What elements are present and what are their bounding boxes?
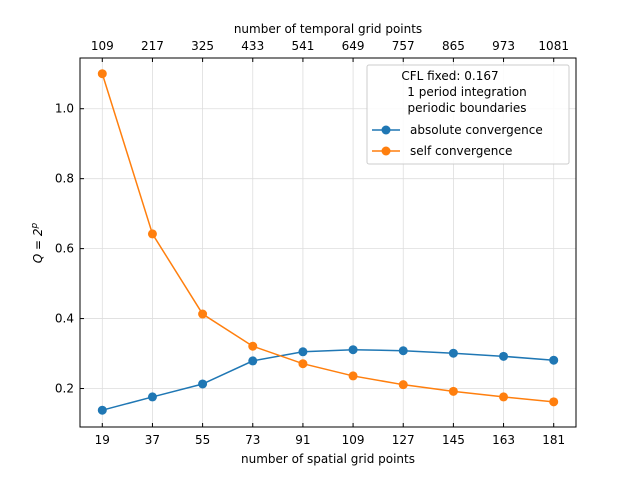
data-point-0 [549, 355, 559, 365]
y-axis-label-base: Q = 2 [31, 228, 45, 263]
legend-marker-absolute [381, 125, 391, 135]
x2-tick-label: 865 [442, 39, 465, 53]
x-tick-label: 145 [442, 433, 465, 447]
x-tick-label: 55 [195, 433, 210, 447]
x2-tick-label: 325 [191, 39, 214, 53]
data-point-0 [348, 345, 358, 355]
y-axis-label: Q = 2p [30, 222, 45, 263]
data-point-0 [298, 347, 308, 357]
data-point-0 [97, 405, 107, 415]
x2-tick-label: 757 [392, 39, 415, 53]
series-line-0 [102, 348, 554, 411]
plot-frame [79, 57, 577, 428]
legend-label-absolute: absolute convergence [410, 123, 543, 137]
legend-box [366, 64, 570, 165]
grid [80, 58, 576, 427]
data-point-1 [398, 380, 408, 390]
x-tick-label: 181 [542, 433, 565, 447]
x-tick-label: 91 [295, 433, 310, 447]
x2-tick-label: 109 [91, 39, 114, 53]
data-point-1 [549, 397, 559, 407]
data-point-1 [298, 359, 308, 369]
legend-marker-self [381, 146, 391, 156]
data-point-1 [499, 392, 509, 402]
data-point-0 [448, 348, 458, 358]
data-point-1 [198, 309, 208, 319]
y-tick-label: 0.8 [55, 172, 74, 186]
x-tick-label: 127 [392, 433, 415, 447]
x2-tick-label: 541 [291, 39, 314, 53]
y-tick-label: 0.4 [55, 312, 74, 326]
x2-tick-label: 433 [241, 39, 264, 53]
legend-title-line-3: periodic boundaries [407, 101, 526, 115]
data-point-0 [398, 346, 408, 356]
legend: CFL fixed: 0.167 1 period integration pe… [366, 64, 570, 165]
data-point-1 [448, 386, 458, 396]
data-point-0 [499, 351, 509, 361]
y-tick-label: 1.0 [55, 102, 74, 116]
top-axis-label: number of temporal grid points [234, 22, 422, 36]
data-point-1 [147, 229, 157, 239]
data-point-1 [348, 371, 358, 381]
data-point-0 [198, 379, 208, 389]
legend-title-line-2: 1 period integration [407, 85, 526, 99]
legend-label-self: self convergence [410, 144, 512, 158]
x2-tick-label: 1081 [538, 39, 569, 53]
x-tick-label: 163 [492, 433, 515, 447]
x-tick-label: 109 [342, 433, 365, 447]
data-point-0 [147, 392, 157, 402]
data-point-0 [248, 356, 258, 366]
x-tick-label: 37 [145, 433, 160, 447]
data-point-1 [248, 341, 258, 351]
data-point-1 [97, 69, 107, 79]
x-tick-label: 19 [95, 433, 110, 447]
ticks: 19 109 37 217 55 325 73 433 91 541 109 649 127 757 145… [55, 39, 569, 447]
y-axis-label-exponent: p [30, 222, 40, 229]
x2-tick-label: 217 [141, 39, 164, 53]
legend-title-line-1: CFL fixed: 0.167 [401, 69, 498, 83]
series-line-1 [101, 73, 554, 403]
y-tick-label: 0.6 [55, 242, 74, 256]
x-axis-label: number of spatial grid points [241, 452, 415, 466]
x-tick-label: 73 [245, 433, 260, 447]
x2-tick-label: 973 [492, 39, 515, 53]
y-tick-label: 0.2 [55, 382, 74, 396]
x2-tick-label: 649 [342, 39, 365, 53]
series-layer [97, 69, 559, 415]
